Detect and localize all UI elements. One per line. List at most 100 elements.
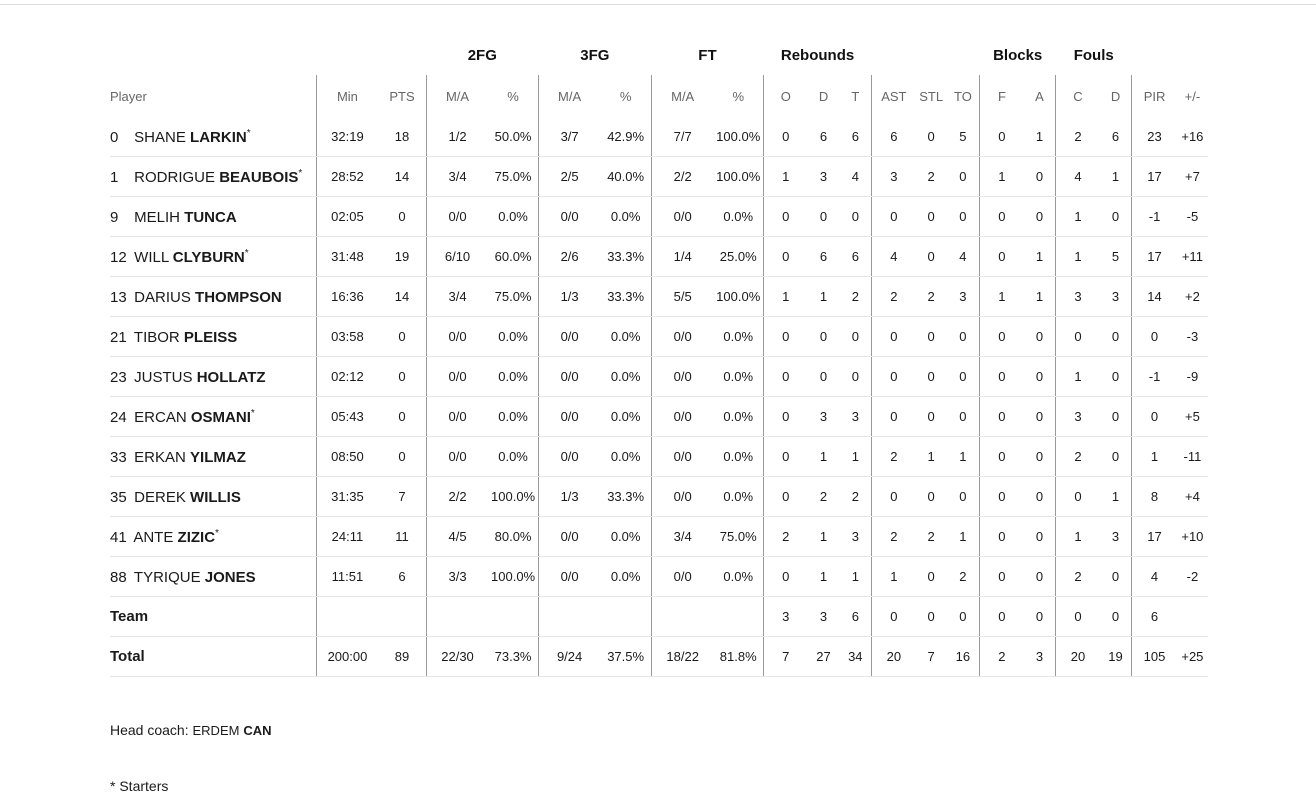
stat-fg3-pct: 42.9% bbox=[600, 117, 652, 157]
player-name-cell[interactable]: 33 ERKAN YILMAZ bbox=[110, 436, 317, 477]
stat-ft-ma: 0/0 bbox=[650, 316, 714, 357]
stat-blk-f: 1 bbox=[979, 156, 1024, 197]
player-name-cell[interactable]: 12 WILL CLYBURN* bbox=[110, 236, 317, 277]
player-name-cell[interactable]: 21 TIBOR PLEISS bbox=[110, 316, 317, 357]
stat-fg2-ma bbox=[425, 596, 489, 637]
player-number: 35 bbox=[110, 488, 127, 506]
player-name-cell[interactable]: 1 RODRIGUE BEAUBOIS* bbox=[110, 156, 317, 197]
player-name-cell[interactable]: 0 SHANE LARKIN* bbox=[110, 117, 317, 157]
player-name-cell[interactable]: 13 DARIUS THOMPSON bbox=[110, 276, 317, 317]
stat-ast: 3 bbox=[871, 156, 916, 197]
col-stl: STL bbox=[919, 88, 944, 104]
stat-to: 0 bbox=[946, 156, 980, 197]
stat-min bbox=[315, 596, 379, 637]
stat-fg3-ma: 3/7 bbox=[537, 117, 601, 157]
stat-stl: 0 bbox=[915, 356, 947, 397]
stat-pts: 0 bbox=[378, 356, 427, 397]
player-row: 9 MELIH TUNCA 02:05 0 0/0 0.0% 0/0 0.0% 0/0 0.0%… bbox=[110, 196, 1208, 237]
stat-min: 24:11 bbox=[315, 516, 379, 557]
player-last-name: WILLIS bbox=[190, 488, 241, 506]
stat-blk-f: 1 bbox=[979, 276, 1024, 317]
stat-ft-ma bbox=[650, 596, 714, 637]
stat-foul-d: 0 bbox=[1099, 436, 1132, 477]
stat-fg3-ma: 1/3 bbox=[537, 276, 601, 317]
team-row: Team 3 3 6 0 0 0 0 0 0 0 6 bbox=[110, 596, 1208, 637]
player-number: 13 bbox=[110, 288, 127, 306]
player-row: 33 ERKAN YILMAZ 08:50 0 0/0 0.0% 0/0 0.0% 0/0 0.… bbox=[110, 436, 1208, 477]
stat-fg2-pct: 80.0% bbox=[488, 516, 539, 557]
stat-ast: 0 bbox=[871, 596, 916, 637]
col-reb-o: O bbox=[762, 75, 808, 117]
stat-stl: 0 bbox=[915, 396, 947, 437]
stat-ft-pct: 75.0% bbox=[713, 516, 764, 557]
player-number: 21 bbox=[110, 328, 127, 346]
player-number: 12 bbox=[110, 248, 127, 266]
stat-ft-pct: 81.8% bbox=[713, 636, 764, 677]
stat-ft-pct: 0.0% bbox=[713, 356, 764, 397]
stat-to: 0 bbox=[946, 396, 980, 437]
stat-min: 16:36 bbox=[315, 276, 379, 317]
stat-stl: 0 bbox=[915, 316, 947, 357]
col-blk-f: F bbox=[979, 75, 1024, 117]
col-pts: PTS bbox=[389, 88, 415, 104]
stat-pts: 0 bbox=[378, 396, 427, 437]
player-row: 13 DARIUS THOMPSON 16:36 14 3/4 75.0% 1/3 33.3… bbox=[110, 276, 1208, 317]
stat-fg2-ma: 0/0 bbox=[425, 436, 489, 477]
col-2fg-pct: % bbox=[507, 88, 519, 104]
stat-pir: 23 bbox=[1131, 117, 1177, 157]
stat-fg2-pct: 73.3% bbox=[488, 636, 539, 677]
stat-foul-c: 1 bbox=[1055, 196, 1100, 237]
col-min: Min bbox=[315, 75, 379, 117]
stat-foul-d: 0 bbox=[1099, 556, 1132, 597]
stat-ft-ma: 0/0 bbox=[650, 356, 714, 397]
stat-fg3-ma: 0/0 bbox=[537, 356, 601, 397]
player-name-cell[interactable]: 35 DEREK WILLIS bbox=[110, 476, 317, 517]
stat-blk-f: 0 bbox=[979, 117, 1024, 157]
player-name-cell[interactable]: 9 MELIH TUNCA bbox=[110, 196, 317, 237]
stat-fg3-ma: 9/24 bbox=[537, 636, 601, 677]
stat-reb-t: 2 bbox=[839, 276, 872, 317]
stat-pts: 18 bbox=[378, 117, 427, 157]
stat-stl: 0 bbox=[915, 117, 947, 157]
stat-ft-ma: 18/22 bbox=[650, 636, 714, 677]
col-ast: AST bbox=[871, 75, 916, 117]
stat-pts: 6 bbox=[378, 556, 427, 597]
player-first-name: ANTE bbox=[133, 528, 174, 546]
stat-stl: 2 bbox=[915, 516, 947, 557]
starter-marker: * bbox=[215, 527, 219, 539]
stat-blk-a: 0 bbox=[1023, 196, 1056, 237]
stat-ft-ma: 0/0 bbox=[650, 556, 714, 597]
stat-stl: 2 bbox=[915, 276, 947, 317]
stat-min: 02:12 bbox=[315, 356, 379, 397]
stat-fg2-ma: 0/0 bbox=[425, 196, 489, 237]
group-3fg: 3FG bbox=[580, 46, 610, 64]
stat-pm: +11 bbox=[1176, 236, 1208, 277]
player-name-cell[interactable]: 88 TYRIQUE JONES bbox=[110, 556, 317, 597]
stat-reb-o: 0 bbox=[762, 556, 808, 597]
player-last-name: ZIZIC bbox=[177, 528, 216, 546]
col-foul-c: C bbox=[1055, 75, 1100, 117]
player-name-cell[interactable]: 23 JUSTUS HOLLATZ bbox=[110, 356, 317, 397]
stat-pm: +2 bbox=[1176, 276, 1208, 317]
stat-pm: +4 bbox=[1176, 476, 1208, 517]
stat-fg3-ma: 0/0 bbox=[537, 396, 601, 437]
stat-reb-o: 2 bbox=[762, 516, 808, 557]
stat-reb-o: 1 bbox=[762, 276, 808, 317]
stat-pir: 8 bbox=[1131, 476, 1177, 517]
stat-pts: 19 bbox=[378, 236, 427, 277]
stat-reb-d: 3 bbox=[807, 596, 840, 637]
player-name-cell[interactable]: 41 ANTE ZIZIC* bbox=[110, 516, 317, 557]
stat-ft-pct: 25.0% bbox=[713, 236, 764, 277]
stat-blk-a: 0 bbox=[1023, 556, 1056, 597]
box-score-body: 0 SHANE LARKIN* 32:19 18 1/2 50.0% 3/7 42.9% 7/… bbox=[110, 117, 1208, 677]
stat-ast: 20 bbox=[871, 636, 916, 677]
player-name-cell[interactable]: 24 ERCAN OSMANI* bbox=[110, 396, 317, 437]
stat-reb-o: 0 bbox=[762, 356, 808, 397]
stat-fg2-ma: 6/10 bbox=[425, 236, 489, 277]
stat-pir: 6 bbox=[1131, 596, 1177, 637]
stat-pm: -11 bbox=[1176, 436, 1208, 477]
stat-foul-d: 5 bbox=[1099, 236, 1132, 277]
stat-blk-f: 0 bbox=[979, 556, 1024, 597]
stat-foul-c: 0 bbox=[1055, 316, 1100, 357]
player-number: 33 bbox=[110, 448, 127, 466]
